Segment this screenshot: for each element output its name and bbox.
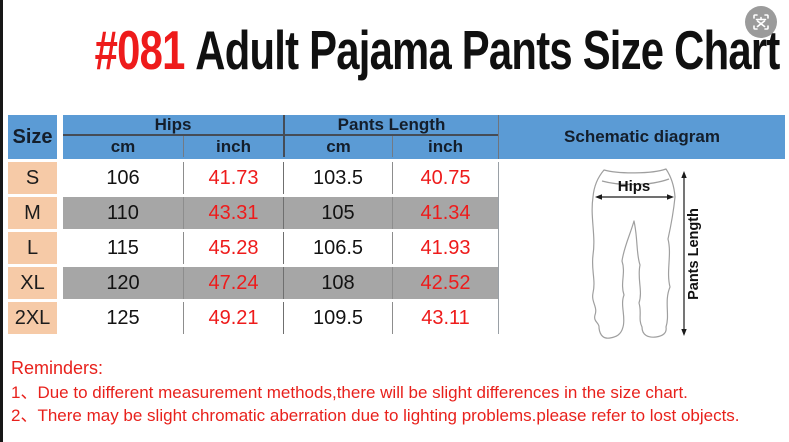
length-inch-header: inch [392, 136, 498, 157]
reminders-heading: Reminders: [11, 358, 104, 378]
size-cell-s: S [8, 162, 57, 194]
schematic-header: Schematic diagram [498, 115, 785, 159]
length-cm-value: 106.5 [283, 232, 392, 264]
pants-length-label: Pants Length [686, 208, 702, 300]
translate-button[interactable] [745, 6, 777, 38]
hips-label: Hips [618, 178, 651, 195]
hips-cm-value: 110 [63, 197, 183, 229]
hips-cm-value: 120 [63, 267, 183, 299]
hips-inch-value: 47.24 [183, 267, 283, 299]
length-cm-value: 108 [283, 267, 392, 299]
pants-length-header: Pants Length [283, 115, 498, 135]
hips-header: Hips [154, 115, 192, 134]
left-border [0, 0, 3, 442]
size-column-header: Size [8, 115, 57, 159]
size-cell-m: M [8, 197, 57, 229]
reminder-item-1: 1、Due to different measurement methods,t… [11, 383, 688, 402]
hips-inch-header: inch [183, 136, 283, 157]
schematic-cell [498, 162, 785, 334]
hips-cm-header: cm [110, 136, 136, 156]
hips-dimension [595, 194, 674, 200]
hips-inch-value: 49.21 [183, 302, 283, 334]
size-table: Size Hips Pants Length cm inch cm inch S… [8, 115, 785, 334]
pants-length-dimension [681, 171, 687, 336]
title-text: Adult Pajama Pants Size Chart [195, 19, 780, 81]
length-inch-value: 41.34 [392, 197, 498, 229]
length-cm-value: 103.5 [283, 162, 392, 194]
hips-inch-value: 45.28 [183, 232, 283, 264]
pants-schematic-diagram: Hips Pants Length [591, 168, 702, 339]
product-code: #081 [94, 19, 186, 81]
hips-inch-value: 41.73 [183, 162, 283, 194]
reminder-item-2: 2、There may be slight chromatic aberrati… [11, 406, 740, 425]
length-inch-value: 40.75 [392, 162, 498, 194]
reminders-section: Reminders: 1、Due to different measuremen… [11, 356, 781, 427]
length-cm-value: 105 [283, 197, 392, 229]
size-cell-2xl: 2XL [8, 302, 57, 334]
hips-cm-value: 115 [63, 232, 183, 264]
length-cm-header: cm [283, 136, 392, 157]
length-inch-value: 42.52 [392, 267, 498, 299]
hips-cm-value: 106 [63, 162, 183, 194]
hips-inch-value: 43.31 [183, 197, 283, 229]
page-title: #081 Adult Pajama Pants Size Chart [94, 18, 781, 82]
length-inch-value: 41.93 [392, 232, 498, 264]
hips-cm-value: 125 [63, 302, 183, 334]
length-inch-value: 43.11 [392, 302, 498, 334]
translate-icon [753, 14, 769, 30]
size-cell-xl: XL [8, 267, 57, 299]
size-cell-l: L [8, 232, 57, 264]
length-cm-value: 109.5 [283, 302, 392, 334]
measurement-header-group: Hips Pants Length cm inch cm inch [63, 115, 498, 159]
